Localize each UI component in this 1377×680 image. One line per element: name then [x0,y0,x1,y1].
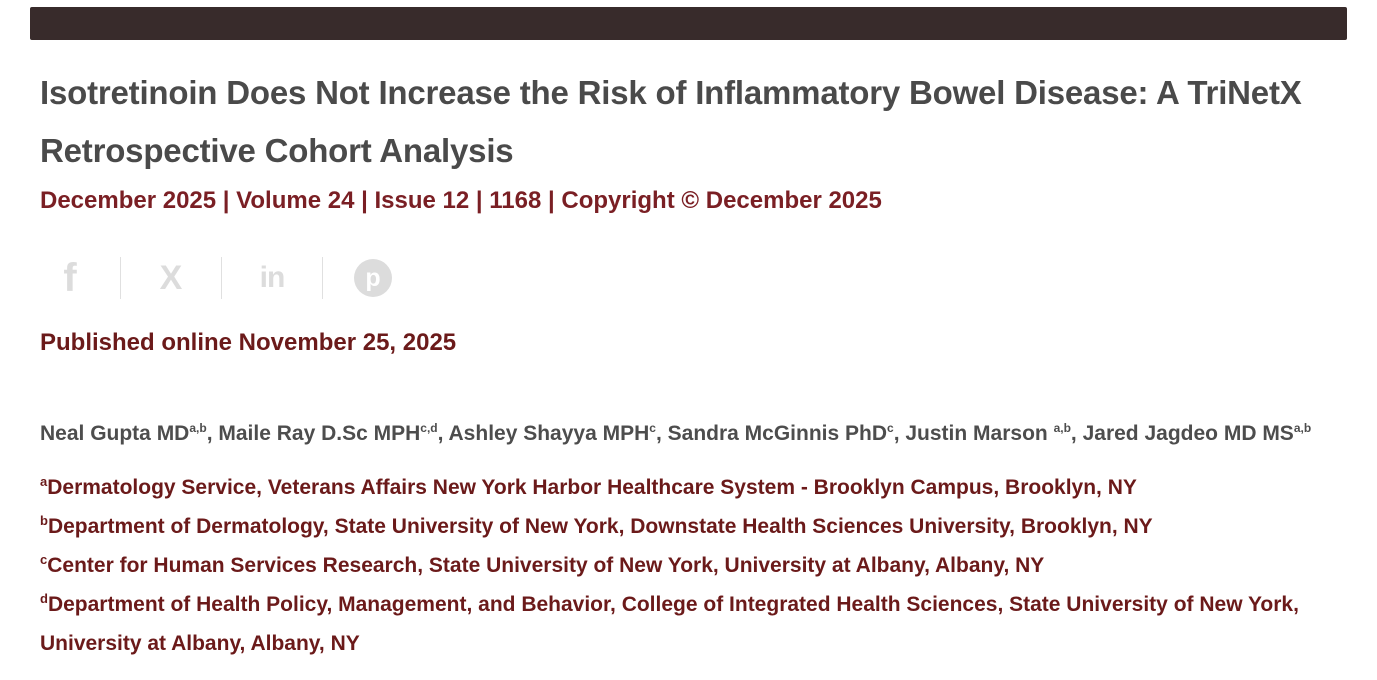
top-bar [30,7,1347,40]
author-superscript: a,b [1053,421,1071,435]
affiliation: dDepartment of Health Policy, Management… [40,591,1299,655]
divider [221,257,222,299]
pinterest-share-button[interactable]: p [323,259,423,297]
author-superscript: c [649,421,656,435]
author: Jared Jagdeo MD MSa,b [1082,421,1312,445]
affiliation-superscript: c [40,552,48,567]
affiliation-list: aDermatology Service, Veterans Affairs N… [40,468,1345,663]
affiliation-superscript: b [40,513,48,528]
author: Neal Gupta MDa,b, [40,421,219,445]
affiliation: bDepartment of Dermatology, State Univer… [40,513,1153,538]
author: Sandra McGinnis PhDc, [667,421,906,445]
author-superscript: a,b [189,421,207,435]
published-date: Published online November 25, 2025 [40,329,457,356]
author-superscript: c [887,421,894,435]
issue-info: December 2025 | Volume 24 | Issue 12 | 1… [40,187,882,214]
divider [322,257,323,299]
author: Ashley Shayya MPHc, [448,421,668,445]
article-title: Isotretinoin Does Not Increase the Risk … [40,74,1302,169]
divider [120,257,121,299]
author: Maile Ray D.Sc MPHc,d, [218,421,449,445]
author-superscript: c,d [420,421,438,435]
author-list: Neal Gupta MDa,b, Maile Ray D.Sc MPHc,d,… [40,420,1345,448]
linkedin-icon: in [259,261,286,294]
facebook-icon: f [63,256,77,300]
affiliation: cCenter for Human Services Research, Sta… [40,552,1045,577]
affiliation-superscript: a [40,474,48,489]
author-superscript: a,b [1293,421,1312,435]
x-share-button[interactable]: X [121,258,221,298]
facebook-share-button[interactable]: f [20,258,120,298]
author: Justin Marson a,b, [905,421,1083,445]
affiliation: aDermatology Service, Veterans Affairs N… [40,474,1137,499]
pinterest-icon: p [354,259,392,297]
share-toolbar: f X in p [20,256,1377,300]
x-twitter-icon: X [159,259,183,297]
linkedin-share-button[interactable]: in [222,258,322,298]
affiliation-superscript: d [40,591,48,606]
